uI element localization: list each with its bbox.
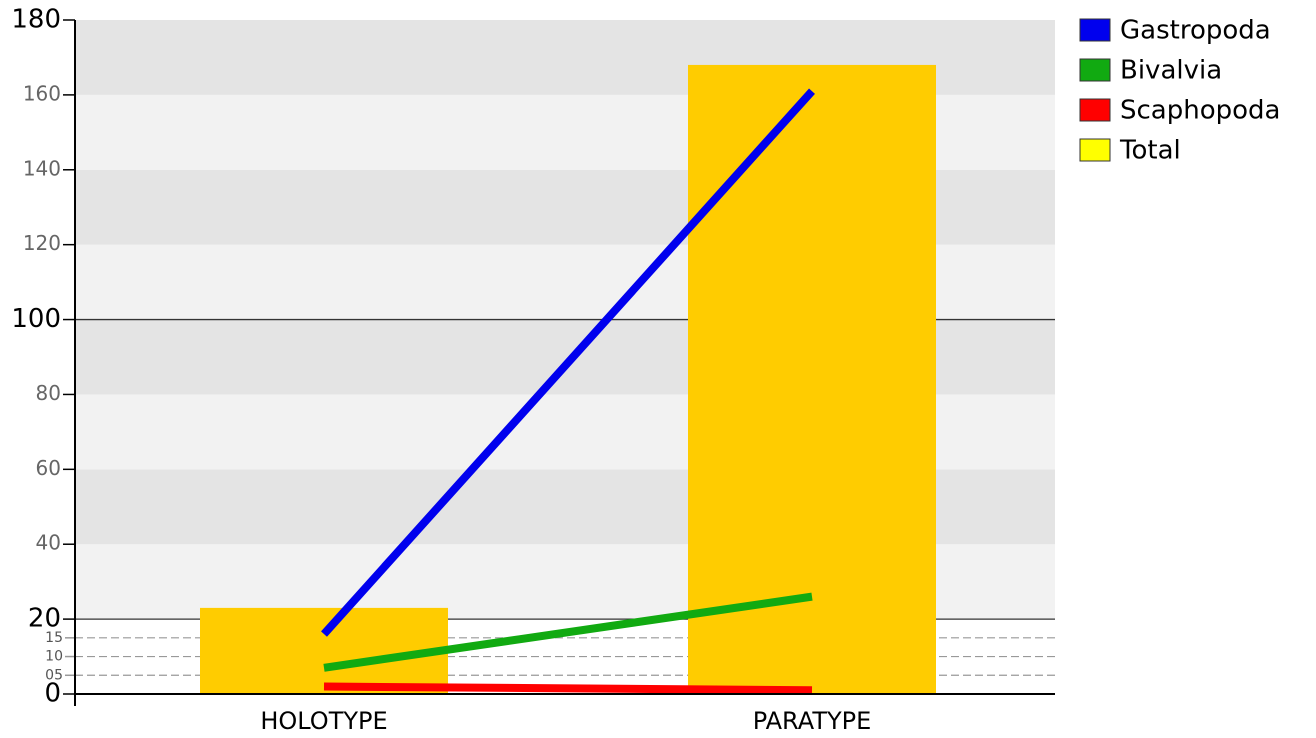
bar — [688, 64, 936, 694]
x-tick-label: HOLOTYPE — [260, 707, 387, 735]
legend-label: Scaphopoda — [1120, 96, 1280, 126]
legend-label: Bivalvia — [1120, 56, 1222, 86]
line — [321, 88, 815, 637]
y-tick-label: 80 — [36, 381, 61, 405]
line — [323, 592, 813, 672]
y-tick-label: 15 — [45, 630, 63, 646]
legend-swatch — [1079, 138, 1111, 162]
y-tick-label: 100 — [11, 304, 61, 334]
bar — [200, 607, 448, 694]
legend-label: Total — [1119, 136, 1181, 166]
x-tick-label: PARATYPE — [753, 707, 872, 735]
legend-label: Gastropoda — [1120, 16, 1271, 46]
y-tick-label: 40 — [36, 531, 61, 555]
y-tick-label: 10 — [45, 649, 63, 665]
y-tick-label: 120 — [23, 231, 61, 255]
legend-swatch — [1079, 18, 1111, 42]
y-tick-label: 20 — [28, 604, 61, 634]
y-tick-label: 140 — [23, 156, 61, 180]
y-tick-label: 60 — [36, 456, 61, 480]
y-tick-label: 160 — [23, 81, 61, 105]
legend-swatch — [1079, 58, 1111, 82]
y-tick-label: 180 — [11, 5, 61, 35]
line — [323, 682, 813, 695]
y-tick-label: 0 — [44, 679, 61, 709]
legend-swatch — [1079, 98, 1111, 122]
y-tick-label: 05 — [45, 667, 63, 683]
